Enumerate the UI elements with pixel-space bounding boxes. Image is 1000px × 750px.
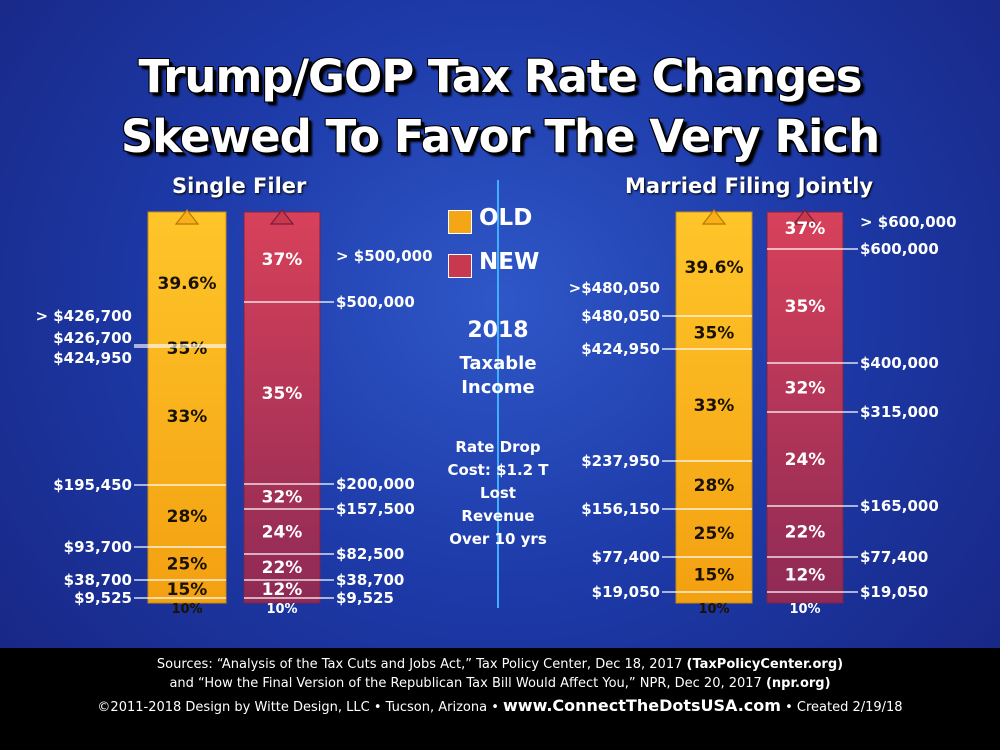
rate-label: 15% [167, 580, 208, 600]
rate-label: 15% [694, 566, 735, 586]
footer: Sources: “Analysis of the Tax Cuts and J… [0, 648, 1000, 750]
rate-label: 10% [266, 602, 297, 617]
rate-label: 22% [785, 523, 826, 543]
threshold-label: $82,500 [336, 545, 404, 563]
threshold-label: $9,525 [336, 589, 394, 607]
threshold-label: $77,400 [592, 548, 660, 566]
rate-label: 10% [789, 602, 820, 617]
footer-source-2-site: (npr.org) [765, 676, 831, 691]
legend-new-swatch [448, 254, 472, 278]
threshold-label: $38,700 [64, 571, 132, 589]
rate-label: 32% [262, 488, 303, 508]
tax-bracket-chart: 10%15%25%28%33%35%39.6%$9,525$38,700$93,… [35, 209, 957, 617]
rate-label: 35% [167, 339, 208, 359]
rate-label: 37% [262, 250, 303, 270]
threshold-label: $600,000 [860, 240, 939, 258]
rate-label: 24% [262, 523, 303, 543]
bracket-arrow-icon [792, 209, 818, 225]
rate-label: 35% [694, 324, 735, 344]
legend-old-label: OLD [479, 205, 533, 231]
rate-label: 28% [694, 476, 735, 496]
rate-label: 28% [167, 507, 208, 527]
info-year: 2018 [467, 318, 529, 343]
threshold-label: $426,700 [53, 329, 132, 347]
rate-label: 33% [694, 396, 735, 416]
rate-label: 12% [262, 580, 303, 600]
rate-label: 10% [698, 602, 729, 617]
threshold-label: $315,000 [860, 403, 939, 421]
legend-old-swatch [448, 210, 472, 234]
footer-source-1-site: (TaxPolicyCenter.org) [686, 657, 844, 672]
threshold-label: $19,050 [592, 583, 660, 601]
threshold-label: $19,050 [860, 583, 928, 601]
legend-new-label: NEW [479, 249, 540, 275]
rate-label: 35% [262, 384, 303, 404]
threshold-label: $424,950 [581, 340, 660, 358]
top-bracket-label: >$480,050 [569, 279, 660, 297]
threshold-label: $93,700 [64, 538, 132, 556]
top-bracket-label: > $600,000 [860, 213, 957, 231]
center-divider [497, 180, 499, 608]
title-line-2: Skewed To Favor The Very Rich [120, 110, 880, 163]
rate-label: 35% [785, 297, 826, 317]
rate-label: 25% [167, 555, 208, 575]
info-income: Income [461, 377, 535, 398]
footer-line-2: and “How the Final Version of the Republ… [0, 676, 1000, 691]
threshold-label: $480,050 [581, 307, 660, 325]
top-bracket-label: > $500,000 [336, 247, 433, 265]
footer-created: • Created 2/19/18 [785, 700, 903, 715]
info-cost-line: Rate Drop [455, 438, 541, 456]
threshold-label: $237,950 [581, 452, 660, 470]
footer-line-1: Sources: “Analysis of the Tax Cuts and J… [0, 657, 1000, 672]
threshold-label: $400,000 [860, 354, 939, 372]
rate-label: 39.6% [158, 274, 217, 294]
threshold-label: $424,950 [53, 349, 132, 367]
title-line-1: Trump/GOP Tax Rate Changes [138, 50, 862, 103]
threshold-label: $9,525 [74, 589, 132, 607]
threshold-label: $500,000 [336, 293, 415, 311]
top-bracket-label: > $426,700 [35, 307, 132, 325]
infographic: Trump/GOP Tax Rate Changes Skewed To Fav… [35, 50, 957, 617]
info-cost-line: Over 10 yrs [449, 530, 547, 548]
footer-credit: ©2011-2018 Design by Witte Design, LLC •… [97, 700, 499, 715]
rate-label: 37% [785, 219, 826, 239]
footer-source-1: Sources: “Analysis of the Tax Cuts and J… [156, 657, 687, 672]
rate-label: 12% [785, 566, 826, 586]
rate-label: 22% [262, 558, 303, 578]
rate-label: 32% [785, 379, 826, 399]
bracket-arrow-icon [269, 209, 295, 225]
rate-label: 10% [171, 602, 202, 617]
threshold-label: $157,500 [336, 500, 415, 518]
info-taxable: Taxable [459, 353, 537, 374]
rate-label: 39.6% [685, 258, 744, 278]
bracket-arrow-icon [701, 209, 727, 225]
threshold-label: $195,450 [53, 476, 132, 494]
info-cost-line: Cost: $1.2 T [447, 461, 549, 479]
new-bar [243, 211, 321, 604]
new-bar [766, 211, 844, 604]
threshold-label: $156,150 [581, 500, 660, 518]
threshold-label: $165,000 [860, 497, 939, 515]
footer-url[interactable]: www.ConnectTheDotsUSA.com [503, 696, 781, 715]
footer-line-3: ©2011-2018 Design by Witte Design, LLC •… [0, 696, 1000, 715]
footer-source-2: and “How the Final Version of the Republ… [169, 676, 766, 691]
threshold-label: $38,700 [336, 571, 404, 589]
rate-label: 24% [785, 450, 826, 470]
married-filer-title: Married Filing Jointly [625, 174, 874, 198]
single-filer-title: Single Filer [172, 174, 307, 198]
info-cost-line: Lost [480, 484, 516, 502]
rate-label: 25% [694, 524, 735, 544]
info-cost-line: Revenue [461, 507, 535, 525]
old-bar [147, 211, 227, 604]
threshold-label: $77,400 [860, 548, 928, 566]
threshold-label: $200,000 [336, 475, 415, 493]
rate-label: 33% [167, 407, 208, 427]
bracket-arrow-icon [174, 209, 200, 225]
